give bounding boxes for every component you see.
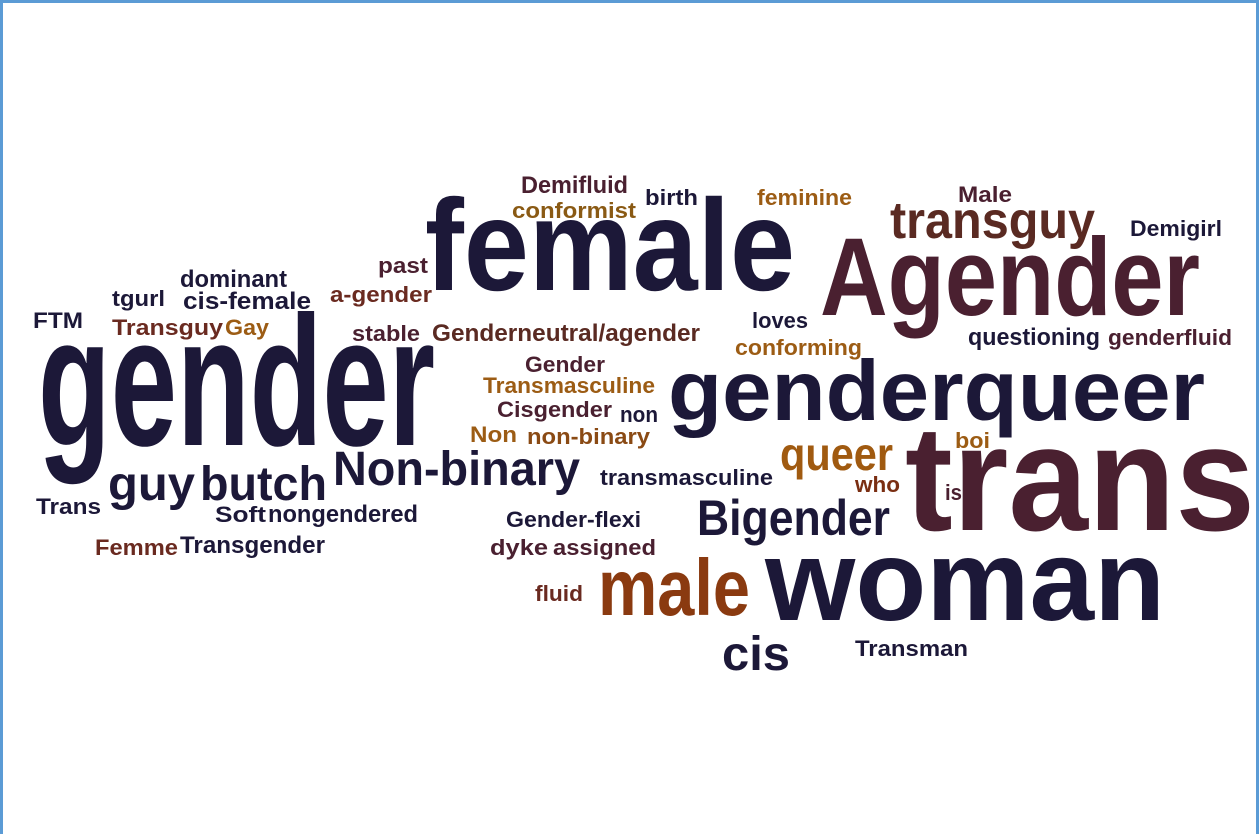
word: is (945, 480, 962, 505)
word: Gay (225, 315, 270, 340)
word: female (425, 172, 795, 318)
word: Bigender (697, 490, 890, 546)
word: non-binary (527, 424, 651, 449)
word: Transguy (112, 315, 224, 340)
word: transmasculine (600, 465, 773, 490)
word: cis (722, 628, 790, 681)
word: trans (905, 394, 1255, 562)
word: birth (645, 185, 698, 210)
word: nongendered (268, 501, 418, 528)
word: tgurl (112, 286, 165, 311)
word: feminine (757, 185, 852, 210)
word: fluid (535, 581, 583, 606)
word: genderqueer (668, 344, 1205, 439)
word: Gender-flexi (506, 507, 641, 532)
word: Non (470, 422, 517, 447)
word: stable (352, 321, 420, 346)
word: questioning (968, 324, 1100, 351)
word: Soft (215, 502, 267, 527)
word: Transmasculine (483, 373, 655, 398)
word: dyke (490, 535, 548, 560)
word: Transman (855, 636, 968, 661)
word: conforming (735, 335, 862, 360)
word: FTM (33, 308, 83, 333)
word: boi (955, 428, 990, 453)
word: conformist (512, 198, 637, 223)
word: Non-binary (333, 443, 580, 496)
word: guy (108, 458, 195, 511)
word: queer (780, 428, 893, 480)
word: dominant (180, 266, 287, 293)
word: who (854, 472, 900, 497)
word: assigned (553, 535, 656, 560)
word: Femme (95, 535, 178, 560)
word: woman (764, 517, 1165, 645)
word: a-gender (330, 282, 432, 307)
word: Male (958, 182, 1012, 207)
word: loves (752, 308, 808, 333)
word: past (378, 253, 429, 278)
word: cis-female (183, 288, 311, 315)
word: Cisgender (497, 397, 612, 422)
word: Agender (820, 216, 1200, 339)
word: Genderneutral/agender (432, 320, 700, 347)
word: butch (200, 458, 327, 511)
word: genderfluid (1108, 325, 1232, 350)
word: male (598, 543, 750, 632)
word: transguy (890, 192, 1095, 250)
word: Gender (525, 352, 605, 377)
word: non (620, 402, 658, 427)
word: Demigirl (1130, 216, 1222, 241)
word: Transgender (180, 532, 325, 559)
word: Demifluid (521, 172, 628, 199)
word: gender (38, 279, 435, 485)
word: Trans (36, 494, 101, 519)
